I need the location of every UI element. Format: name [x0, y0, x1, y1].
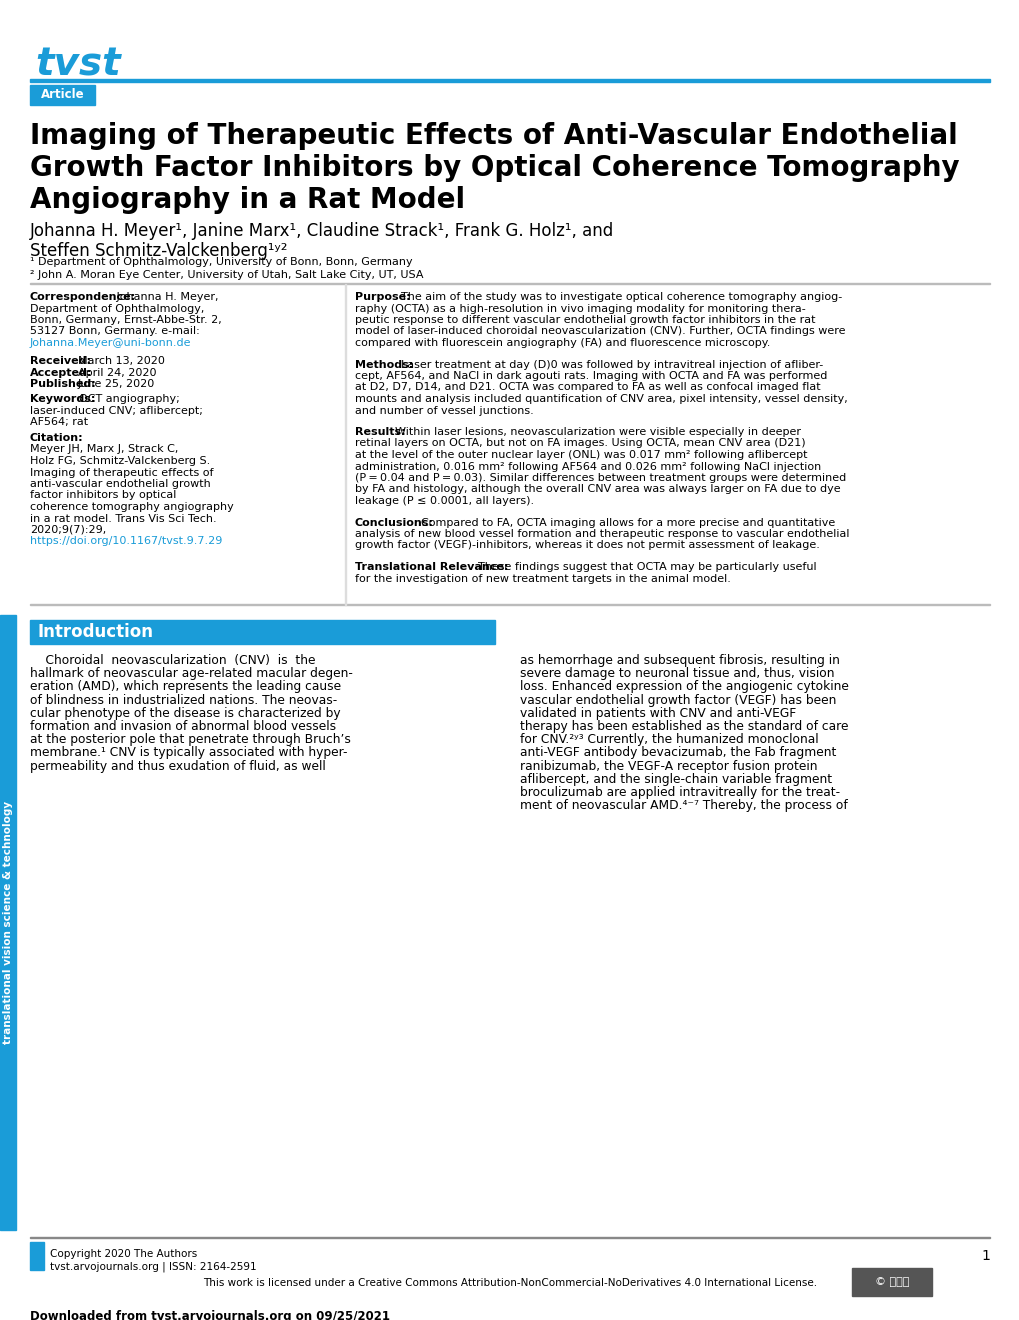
- Text: eration (AMD), which represents the leading cause: eration (AMD), which represents the lead…: [30, 680, 340, 693]
- Text: tvst.arvojournals.org | ISSN: 2164-2591: tvst.arvojournals.org | ISSN: 2164-2591: [50, 1261, 257, 1271]
- Bar: [30, 79, 989, 82]
- Text: mounts and analysis included quantification of CNV area, pixel intensity, vessel: mounts and analysis included quantificat…: [355, 393, 847, 404]
- Text: administration, 0.016 mm² following AF564 and 0.026 mm² following NaCl injection: administration, 0.016 mm² following AF56…: [355, 462, 820, 471]
- Text: Citation:: Citation:: [30, 433, 84, 444]
- Text: Laser treatment at day (D)0 was followed by intravitreal injection of afliber-: Laser treatment at day (D)0 was followed…: [400, 359, 822, 370]
- Text: Growth Factor Inhibitors by Optical Coherence Tomography: Growth Factor Inhibitors by Optical Cohe…: [30, 154, 959, 182]
- Bar: [30, 1242, 44, 1270]
- Text: This work is licensed under a Creative Commons Attribution-NonCommercial-NoDeriv: This work is licensed under a Creative C…: [203, 1278, 816, 1288]
- Text: Copyright 2020 The Authors: Copyright 2020 The Authors: [50, 1249, 197, 1259]
- Text: © ⓑⓓⓝ: © ⓑⓓⓝ: [874, 1276, 908, 1287]
- Bar: [0, 615, 16, 1230]
- Text: Within laser lesions, neovascularization were visible especially in deeper: Within laser lesions, neovascularization…: [394, 426, 800, 437]
- Text: Introduction: Introduction: [38, 623, 154, 642]
- Text: The aim of the study was to investigate optical coherence tomography angiog-: The aim of the study was to investigate …: [400, 292, 842, 302]
- Text: at the level of the outer nuclear layer (ONL) was 0.017 mm² following aflibercep: at the level of the outer nuclear layer …: [355, 450, 807, 459]
- Text: Translational Relevance:: Translational Relevance:: [355, 562, 507, 572]
- Text: severe damage to neuronal tissue and, thus, vision: severe damage to neuronal tissue and, th…: [520, 667, 834, 680]
- Text: factor inhibitors by optical: factor inhibitors by optical: [30, 491, 176, 500]
- Text: growth factor (VEGF)-inhibitors, whereas it does not permit assessment of leakag: growth factor (VEGF)-inhibitors, whereas…: [355, 540, 819, 550]
- Text: Steffen Schmitz-Valckenberg¹ʸ²: Steffen Schmitz-Valckenberg¹ʸ²: [30, 242, 287, 260]
- Text: 53127 Bonn, Germany. e-mail:: 53127 Bonn, Germany. e-mail:: [30, 326, 200, 337]
- Text: validated in patients with CNV and anti-VEGF: validated in patients with CNV and anti-…: [520, 706, 796, 719]
- Text: Methods:: Methods:: [355, 359, 413, 370]
- Text: Angiography in a Rat Model: Angiography in a Rat Model: [30, 186, 465, 214]
- Text: AF564; rat: AF564; rat: [30, 417, 88, 426]
- Text: Results:: Results:: [355, 426, 406, 437]
- Text: loss. Enhanced expression of the angiogenic cytokine: loss. Enhanced expression of the angioge…: [520, 680, 848, 693]
- Text: April 24, 2020: April 24, 2020: [77, 367, 156, 378]
- Text: March 13, 2020: March 13, 2020: [77, 356, 165, 366]
- Text: June 25, 2020: June 25, 2020: [77, 379, 155, 389]
- Text: (P = 0.04 and P = 0.03). Similar differences between treatment groups were deter: (P = 0.04 and P = 0.03). Similar differe…: [355, 473, 846, 483]
- Text: for CNV.²ʸ³ Currently, the humanized monoclonal: for CNV.²ʸ³ Currently, the humanized mon…: [520, 733, 818, 746]
- Text: permeability and thus exudation of fluid, as well: permeability and thus exudation of fluid…: [30, 759, 325, 772]
- Text: 1: 1: [980, 1249, 989, 1263]
- Text: ment of neovascular AMD.⁴⁻⁷ Thereby, the process of: ment of neovascular AMD.⁴⁻⁷ Thereby, the…: [520, 799, 847, 812]
- Text: Keywords:: Keywords:: [30, 393, 96, 404]
- Text: Received:: Received:: [30, 356, 91, 366]
- Text: cular phenotype of the disease is characterized by: cular phenotype of the disease is charac…: [30, 706, 340, 719]
- Text: anti-VEGF antibody bevacizumab, the Fab fragment: anti-VEGF antibody bevacizumab, the Fab …: [520, 746, 836, 759]
- Text: raphy (OCTA) as a high-resolution in vivo imaging modality for monitoring thera-: raphy (OCTA) as a high-resolution in viv…: [355, 304, 805, 314]
- Text: therapy has been established as the standard of care: therapy has been established as the stan…: [520, 719, 848, 733]
- Text: retinal layers on OCTA, but not on FA images. Using OCTA, mean CNV area (D21): retinal layers on OCTA, but not on FA im…: [355, 438, 805, 449]
- Text: ranibizumab, the VEGF-A receptor fusion protein: ranibizumab, the VEGF-A receptor fusion …: [520, 759, 816, 772]
- Text: in a rat model. Trans Vis Sci Tech.: in a rat model. Trans Vis Sci Tech.: [30, 513, 216, 524]
- Text: ¹ Department of Ophthalmology, University of Bonn, Bonn, Germany: ¹ Department of Ophthalmology, Universit…: [30, 257, 413, 267]
- Text: Correspondence:: Correspondence:: [30, 292, 136, 302]
- Text: for the investigation of new treatment targets in the animal model.: for the investigation of new treatment t…: [355, 573, 731, 583]
- Text: Accepted:: Accepted:: [30, 367, 93, 378]
- Text: ² John A. Moran Eye Center, University of Utah, Salt Lake City, UT, USA: ² John A. Moran Eye Center, University o…: [30, 271, 423, 280]
- Text: Purpose:: Purpose:: [355, 292, 411, 302]
- Text: as hemorrhage and subsequent fibrosis, resulting in: as hemorrhage and subsequent fibrosis, r…: [520, 653, 839, 667]
- Text: Imaging of therapeutic effects of: Imaging of therapeutic effects of: [30, 467, 213, 478]
- Bar: [30, 84, 95, 106]
- Text: by FA and histology, although the overall CNV area was always larger on FA due t: by FA and histology, although the overal…: [355, 484, 840, 495]
- Text: peutic response to different vascular endothelial growth factor inhibitors in th: peutic response to different vascular en…: [355, 315, 815, 325]
- Text: at the posterior pole that penetrate through Bruch’s: at the posterior pole that penetrate thr…: [30, 733, 351, 746]
- Text: analysis of new blood vessel formation and therapeutic response to vascular endo: analysis of new blood vessel formation a…: [355, 529, 849, 539]
- Text: Imaging of Therapeutic Effects of Anti-Vascular Endothelial: Imaging of Therapeutic Effects of Anti-V…: [30, 121, 957, 150]
- Text: aflibercept, and the single-chain variable fragment: aflibercept, and the single-chain variab…: [520, 772, 832, 785]
- Text: Conclusions:: Conclusions:: [355, 517, 433, 528]
- Text: Johanna H. Meyer¹, Janine Marx¹, Claudine Strack¹, Frank G. Holz¹, and: Johanna H. Meyer¹, Janine Marx¹, Claudin…: [30, 222, 613, 240]
- Text: translational vision science & technology: translational vision science & technolog…: [3, 801, 13, 1044]
- Text: Downloaded from tvst.arvojournals.org on 09/25/2021: Downloaded from tvst.arvojournals.org on…: [30, 1309, 389, 1320]
- Text: cept, AF564, and NaCl in dark agouti rats. Imaging with OCTA and FA was performe: cept, AF564, and NaCl in dark agouti rat…: [355, 371, 826, 381]
- Bar: [30, 620, 494, 644]
- Text: of blindness in industrialized nations. The neovas-: of blindness in industrialized nations. …: [30, 693, 337, 706]
- Text: compared with fluorescein angiography (FA) and fluorescence microscopy.: compared with fluorescein angiography (F…: [355, 338, 769, 348]
- Text: broculizumab are applied intravitreally for the treat-: broculizumab are applied intravitreally …: [520, 785, 840, 799]
- Text: Choroidal  neovascularization  (CNV)  is  the: Choroidal neovascularization (CNV) is th…: [30, 653, 315, 667]
- Text: Article: Article: [41, 88, 85, 102]
- Text: coherence tomography angiography: coherence tomography angiography: [30, 502, 233, 512]
- Text: laser-induced CNV; aflibercept;: laser-induced CNV; aflibercept;: [30, 405, 203, 416]
- Text: Meyer JH, Marx J, Strack C,: Meyer JH, Marx J, Strack C,: [30, 445, 178, 454]
- Text: OCT angiography;: OCT angiography;: [78, 393, 179, 404]
- Text: Compared to FA, OCTA imaging allows for a more precise and quantitative: Compared to FA, OCTA imaging allows for …: [421, 517, 835, 528]
- Text: These findings suggest that OCTA may be particularly useful: These findings suggest that OCTA may be …: [478, 562, 816, 572]
- Text: https://doi.org/10.1167/tvst.9.7.29: https://doi.org/10.1167/tvst.9.7.29: [30, 536, 222, 546]
- Bar: [851, 1269, 931, 1296]
- Text: Department of Ophthalmology,: Department of Ophthalmology,: [30, 304, 204, 314]
- Text: model of laser-induced choroidal neovascularization (CNV). Further, OCTA finding: model of laser-induced choroidal neovasc…: [355, 326, 845, 337]
- Text: Published:: Published:: [30, 379, 96, 389]
- Text: leakage (P ≤ 0.0001, all layers).: leakage (P ≤ 0.0001, all layers).: [355, 496, 534, 506]
- Text: tvst: tvst: [35, 45, 120, 83]
- Text: membrane.¹ CNV is typically associated with hyper-: membrane.¹ CNV is typically associated w…: [30, 746, 347, 759]
- Text: Holz FG, Schmitz-Valckenberg S.: Holz FG, Schmitz-Valckenberg S.: [30, 455, 210, 466]
- Text: hallmark of neovascular age-related macular degen-: hallmark of neovascular age-related macu…: [30, 667, 353, 680]
- Text: Johanna.Meyer@uni-bonn.de: Johanna.Meyer@uni-bonn.de: [30, 338, 192, 348]
- Text: 2020;9(7):29,: 2020;9(7):29,: [30, 525, 106, 535]
- Text: at D2, D7, D14, and D21. OCTA was compared to FA as well as confocal imaged flat: at D2, D7, D14, and D21. OCTA was compar…: [355, 383, 820, 392]
- Text: Bonn, Germany, Ernst-Abbe-Str. 2,: Bonn, Germany, Ernst-Abbe-Str. 2,: [30, 315, 221, 325]
- Text: and number of vessel junctions.: and number of vessel junctions.: [355, 405, 533, 416]
- Text: Johanna H. Meyer,: Johanna H. Meyer,: [113, 292, 218, 302]
- Text: formation and invasion of abnormal blood vessels: formation and invasion of abnormal blood…: [30, 719, 336, 733]
- Text: vascular endothelial growth factor (VEGF) has been: vascular endothelial growth factor (VEGF…: [520, 693, 836, 706]
- Text: anti-vascular endothelial growth: anti-vascular endothelial growth: [30, 479, 211, 488]
